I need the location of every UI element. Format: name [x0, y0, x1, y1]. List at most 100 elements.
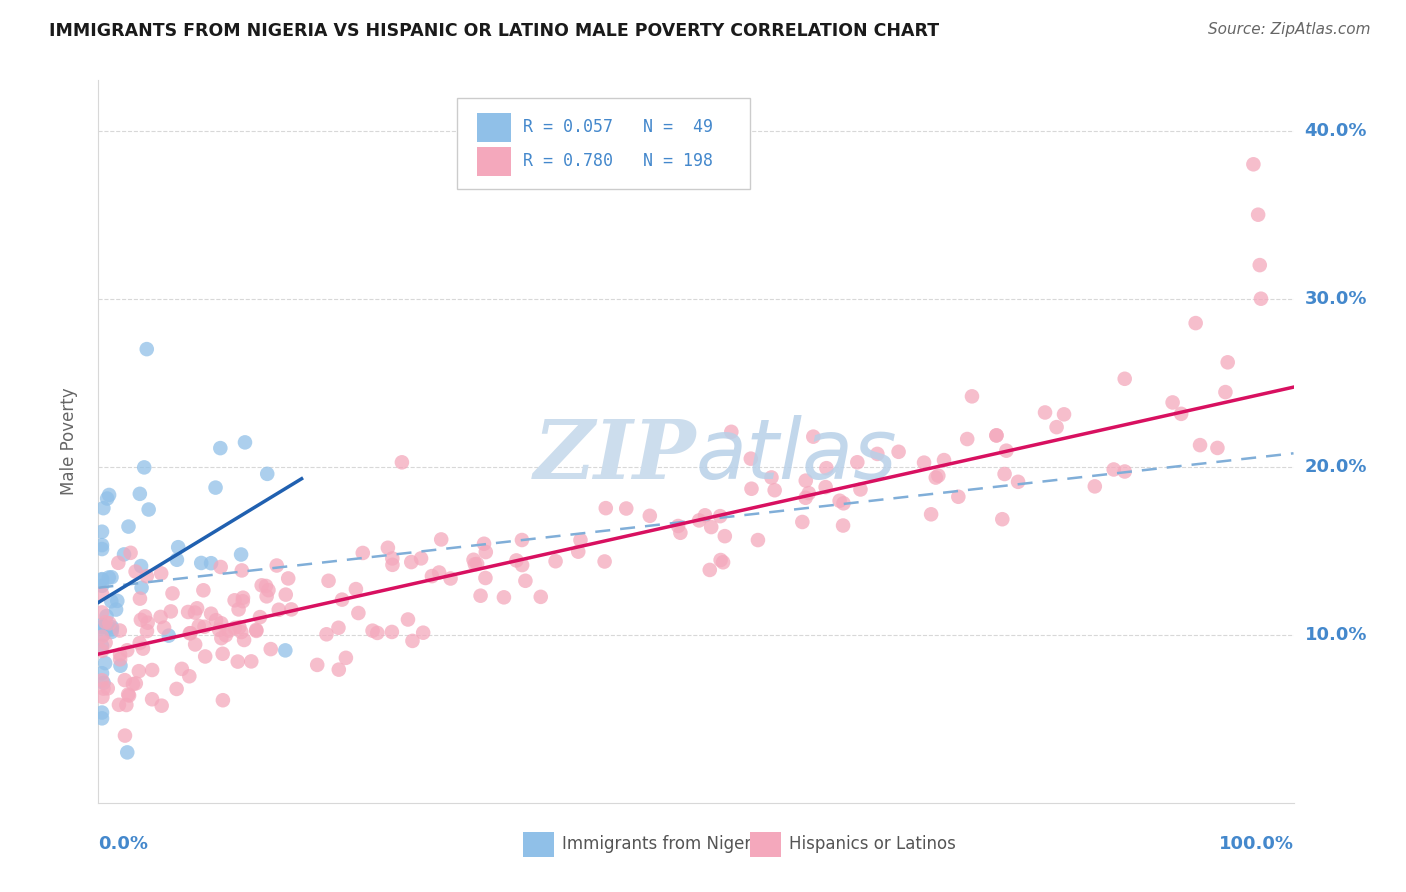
Point	[792, 515, 814, 529]
Point	[186, 601, 208, 615]
Point	[693, 508, 716, 523]
Point	[492, 591, 515, 605]
Point	[569, 533, 592, 547]
Point	[956, 432, 979, 446]
Point	[209, 441, 232, 455]
Text: 30.0%: 30.0%	[1305, 290, 1367, 308]
Point	[179, 626, 201, 640]
Point	[170, 662, 193, 676]
Point	[472, 537, 495, 551]
Point	[96, 609, 118, 624]
Text: IMMIGRANTS FROM NIGERIA VS HISPANIC OR LATINO MALE POVERTY CORRELATION CHART: IMMIGRANTS FROM NIGERIA VS HISPANIC OR L…	[49, 22, 939, 40]
Point	[866, 447, 889, 461]
Point	[361, 624, 384, 638]
Point	[267, 603, 290, 617]
Text: 100.0%: 100.0%	[1219, 835, 1294, 854]
Point	[91, 706, 114, 720]
Point	[344, 582, 367, 596]
FancyBboxPatch shape	[457, 98, 749, 189]
Point	[544, 554, 567, 568]
Text: Hispanics or Latinos: Hispanics or Latinos	[789, 835, 956, 854]
Point	[128, 487, 150, 501]
Point	[93, 627, 115, 641]
Point	[1215, 385, 1237, 400]
Point	[129, 591, 152, 606]
Point	[614, 501, 637, 516]
Point	[209, 631, 232, 645]
Point	[94, 635, 117, 649]
Point	[101, 623, 124, 637]
Point	[114, 673, 136, 687]
Point	[1161, 395, 1184, 409]
Point	[209, 560, 232, 574]
Point	[91, 630, 114, 644]
Point	[887, 444, 910, 458]
Point	[638, 508, 661, 523]
Point	[200, 556, 222, 570]
Point	[205, 613, 228, 627]
Point	[250, 578, 273, 592]
Point	[125, 676, 148, 690]
Point	[97, 570, 120, 584]
Point	[352, 546, 374, 560]
Point	[1084, 479, 1107, 493]
Point	[91, 542, 114, 557]
Point	[136, 615, 159, 630]
Point	[328, 621, 350, 635]
Point	[510, 558, 533, 573]
Point	[108, 648, 131, 662]
Point	[108, 698, 131, 712]
Point	[699, 563, 721, 577]
Point	[91, 673, 114, 688]
Point	[1033, 405, 1056, 419]
Point	[328, 663, 350, 677]
Point	[475, 545, 498, 559]
Point	[98, 488, 121, 502]
Point	[112, 548, 135, 562]
Point	[150, 698, 173, 713]
Point	[1249, 258, 1271, 272]
Point	[131, 581, 153, 595]
Point	[927, 468, 949, 483]
Point	[1053, 407, 1076, 421]
Point	[245, 623, 267, 637]
Point	[260, 642, 283, 657]
Point	[91, 579, 114, 593]
Point	[91, 587, 114, 601]
Point	[233, 632, 256, 647]
Point	[124, 565, 146, 579]
Bar	[477, 112, 510, 142]
Point	[1045, 420, 1067, 434]
Point	[960, 389, 983, 403]
Point	[761, 470, 783, 484]
Point	[249, 610, 271, 624]
Point	[1007, 475, 1029, 489]
Point	[194, 649, 217, 664]
Point	[101, 620, 124, 634]
Point	[1241, 157, 1264, 171]
Point	[747, 533, 769, 547]
Point	[93, 501, 115, 516]
Text: R = 0.057   N =  49: R = 0.057 N = 49	[523, 119, 713, 136]
Point	[530, 590, 553, 604]
Point	[167, 540, 190, 554]
Text: 0.0%: 0.0%	[98, 835, 149, 854]
Point	[224, 621, 246, 635]
Point	[1189, 438, 1212, 452]
Point	[120, 546, 142, 560]
Point	[347, 606, 370, 620]
Point	[150, 566, 173, 581]
Point	[114, 729, 136, 743]
Point	[381, 624, 404, 639]
Point	[108, 624, 131, 638]
Point	[986, 428, 1008, 442]
Point	[1102, 462, 1125, 476]
Point	[218, 624, 240, 638]
Point	[714, 529, 737, 543]
Point	[381, 551, 404, 566]
Point	[849, 483, 872, 497]
Y-axis label: Male Poverty: Male Poverty	[59, 388, 77, 495]
Point	[439, 572, 461, 586]
Point	[669, 525, 692, 540]
Point	[229, 548, 252, 562]
